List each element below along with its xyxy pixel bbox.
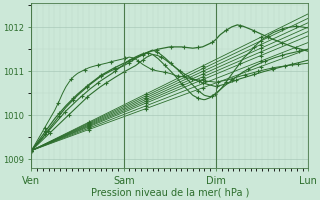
X-axis label: Pression niveau de la mer( hPa ): Pression niveau de la mer( hPa ): [91, 187, 249, 197]
